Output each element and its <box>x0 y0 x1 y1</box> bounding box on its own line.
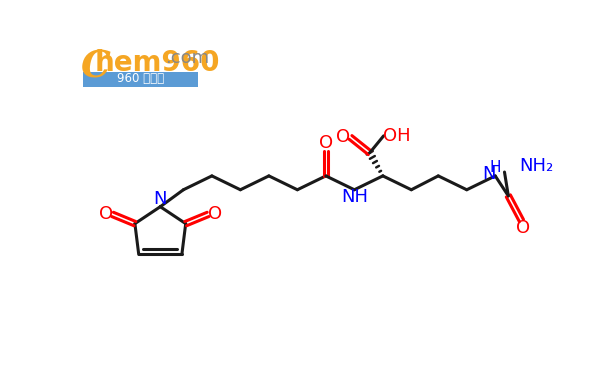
Text: O: O <box>516 219 530 237</box>
Text: .com: .com <box>165 49 209 67</box>
Text: O: O <box>336 128 350 146</box>
Text: H: H <box>489 160 501 175</box>
Text: NH: NH <box>342 189 368 207</box>
Text: OH: OH <box>383 127 411 145</box>
Text: O: O <box>208 206 222 224</box>
Text: O: O <box>99 206 113 224</box>
Text: C: C <box>81 49 111 86</box>
Text: O: O <box>319 134 333 152</box>
Text: hem960: hem960 <box>95 49 220 77</box>
Text: NH₂: NH₂ <box>519 157 554 175</box>
Text: N: N <box>482 165 496 183</box>
Text: N: N <box>154 190 167 208</box>
Text: 960 化工网: 960 化工网 <box>117 72 164 86</box>
Bar <box>82 72 198 87</box>
